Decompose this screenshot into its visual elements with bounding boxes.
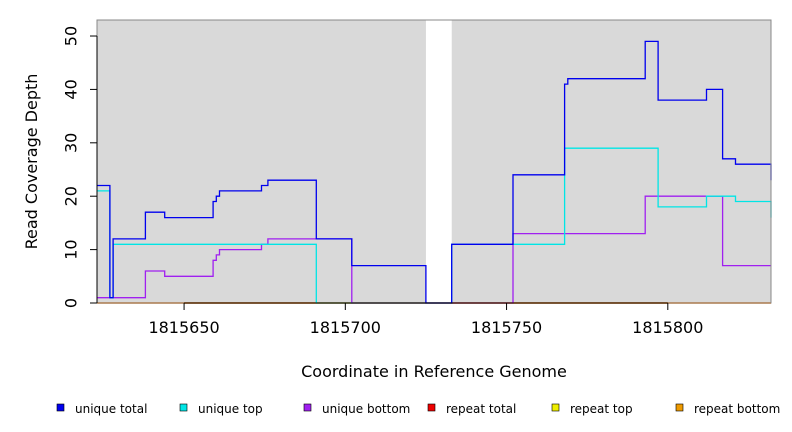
legend-label-unique-bottom: unique bottom	[322, 402, 410, 416]
legend-swatch-repeat-total	[427, 403, 436, 412]
y-tick-label: 10	[62, 239, 81, 259]
legend-label-repeat-bottom: repeat bottom	[694, 402, 780, 416]
legend-label-repeat-top: repeat top	[570, 402, 633, 416]
x-tick-label: 1815650	[148, 318, 219, 337]
y-axis-title: Read Coverage Depth	[22, 74, 41, 250]
legend: unique total unique top unique bottom repea…	[56, 402, 780, 416]
y-tick-label: 40	[62, 79, 81, 99]
legend-swatch-unique-total	[56, 403, 65, 412]
legend-swatch-unique-bottom	[303, 403, 312, 412]
legend-swatch-repeat-top	[551, 403, 560, 412]
x-tick-label: 1815750	[471, 318, 542, 337]
gap-region	[425, 20, 452, 303]
y-tick-label: 20	[62, 186, 81, 206]
x-tick-label: 1815800	[632, 318, 703, 337]
x-tick-label: 1815700	[310, 318, 381, 337]
series-line-unique-total	[97, 40, 772, 304]
legend-swatch-unique-top	[179, 403, 188, 412]
y-axis: 0 10 20 30 40 50	[62, 26, 98, 308]
legend-swatch-repeat-bottom	[675, 403, 684, 412]
y-tick-label: 30	[62, 133, 81, 153]
legend-label-unique-total: unique total	[75, 402, 147, 416]
x-axis-title: Coordinate in Reference Genome	[301, 362, 567, 381]
y-tick-label: 0	[62, 298, 81, 308]
legend-label-repeat-total: repeat total	[446, 402, 516, 416]
x-axis: 1815650 1815700 1815750 1815800	[148, 302, 703, 337]
legend-label-unique-top: unique top	[198, 402, 263, 416]
y-tick-label: 50	[62, 26, 81, 46]
